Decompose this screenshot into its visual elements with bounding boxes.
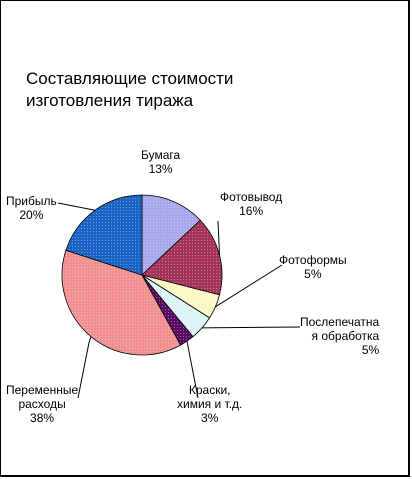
slice-name-photooutput: Фотовывод [220,190,283,204]
slice-name-postpress-line-2: я обработка [311,329,380,343]
leader-lines [57,202,301,399]
slice-name-inks-line-2: химия и т.д. [177,397,243,411]
slice-pct-photoforms: 5% [304,267,322,281]
pie-slice-photooutput [141,219,223,296]
slice-pct-variable-costs: 38% [30,411,55,425]
leader-line-photooutput [217,220,220,256]
slice-label-profit: Прибыль 20% [6,194,57,222]
slice-name-paper: Бумага [141,148,181,162]
leader-line-variable-costs [77,336,92,399]
leader-line-profit [57,202,96,211]
chart-title-line-2: изготовления тиража [26,91,194,110]
slice-name-photoforms: Фотоформы [279,253,347,267]
slice-label-variable-costs: Переменные расходы 38% [6,383,78,425]
slice-pct-profit: 20% [19,208,44,222]
slice-name-variable-costs-line-2: расходы [18,397,66,411]
slice-name-inks-line-1: Краски, [188,383,231,397]
leader-line-postpress [201,326,301,329]
pie-slice-paper [141,194,201,276]
pie-slices [61,194,223,356]
slice-pct-paper: 13% [148,162,173,176]
leader-line-inks [186,341,199,399]
leader-line-photoforms [215,264,283,308]
slice-label-inks: Краски, химия и т.д. 3% [177,383,242,425]
slice-label-photoforms: Фотоформы 5% [279,253,347,281]
slice-label-postpress: Послепечатна я обработка 5% [300,315,379,357]
slice-name-profit: Прибыль [6,194,57,208]
slice-pct-inks: 3% [201,411,219,425]
chart-title: Составляющие стоимости изготовления тира… [26,68,286,112]
slice-pct-postpress: 5% [361,343,380,357]
slice-label-paper: Бумага 13% [141,148,180,176]
slice-label-photooutput: Фотовывод 16% [220,190,282,218]
chart-title-line-1: Составляющие стоимости [26,69,234,88]
slice-name-variable-costs-line-1: Переменные [6,383,79,397]
slice-name-postpress-line-1: Послепечатна [300,315,380,329]
slice-pct-photooutput: 16% [239,204,264,218]
